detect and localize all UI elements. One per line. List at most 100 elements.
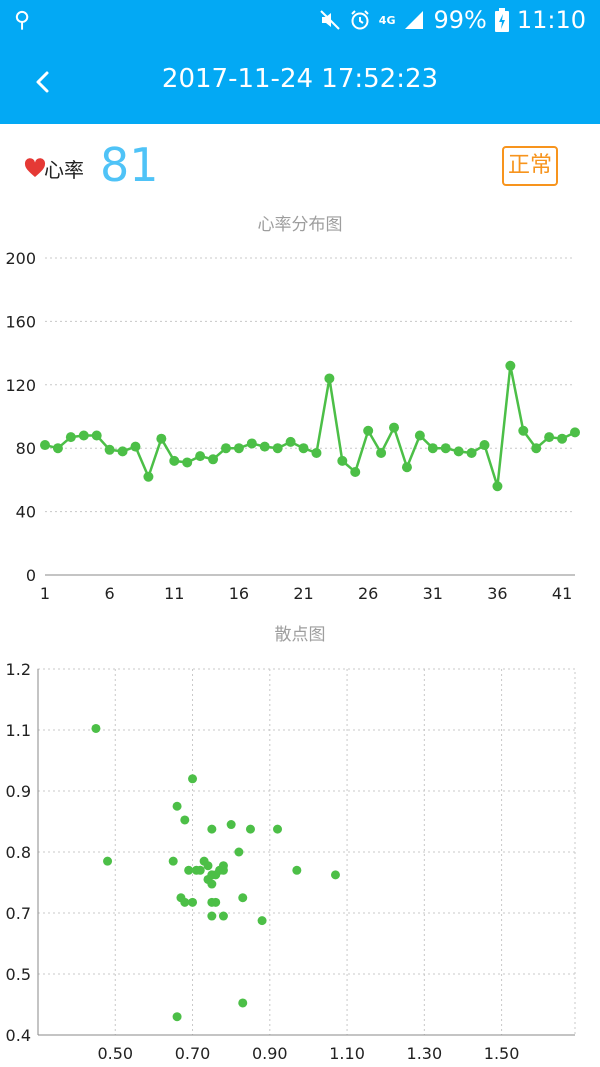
x-tick-label: 36 (487, 584, 507, 603)
back-arrow-icon (36, 71, 49, 93)
data-point (169, 455, 180, 466)
data-point (272, 443, 283, 454)
heart-rate-series-line (44, 364, 576, 488)
scatter-point (234, 847, 244, 857)
data-point (350, 466, 361, 477)
data-point (505, 360, 516, 371)
data-point (453, 446, 464, 457)
network-type: 4G (378, 13, 396, 27)
scatter-point (172, 801, 182, 811)
data-point (440, 443, 451, 454)
x-tick-label: 21 (293, 584, 313, 603)
x-tick-label: 16 (229, 584, 249, 603)
app-bar: 2017-11-24 17:52:23 (0, 42, 600, 124)
x-tick-label: 11 (164, 584, 184, 603)
data-point (324, 373, 335, 384)
data-point (414, 430, 425, 441)
alarm-icon (351, 10, 369, 30)
data-point (233, 443, 244, 454)
x-tick-label: 0.90 (252, 1044, 288, 1063)
data-point (104, 444, 115, 455)
battery-charging-icon (494, 8, 509, 32)
y-tick-label: 160 (5, 312, 36, 331)
status-bar: ⚲ 4G 99% 11:10 (0, 0, 600, 42)
x-tick-label: 1.10 (329, 1044, 365, 1063)
heart-rate-value: 81 (100, 138, 159, 192)
y-tick-label: 40 (16, 503, 36, 522)
data-point (389, 422, 400, 433)
status-icons: 4G 99% 11:10 (319, 6, 586, 34)
data-point (40, 440, 50, 451)
battery-level: 99% (433, 6, 487, 34)
data-point (298, 443, 309, 454)
y-tick-label: 1.1 (6, 721, 31, 740)
x-tick-label: 1.50 (484, 1044, 520, 1063)
scatter-point (257, 916, 267, 926)
scatter-point (238, 998, 248, 1008)
data-point (337, 455, 348, 466)
data-point (182, 457, 193, 468)
scatter-point (195, 865, 205, 875)
data-point (78, 430, 89, 441)
data-point (518, 425, 529, 436)
scatter-point (207, 879, 217, 889)
scatter-point (103, 856, 113, 866)
data-point (259, 441, 270, 452)
data-point (246, 438, 257, 449)
scatter-point (238, 893, 248, 903)
heart-rate-summary: 心率 81 正常 (0, 124, 600, 208)
x-tick-label: 0.70 (175, 1044, 211, 1063)
data-point (376, 447, 387, 458)
x-tick-label: 1.30 (407, 1044, 443, 1063)
status-badge: 正常 (502, 146, 558, 186)
heart-icon (24, 158, 46, 177)
data-point (363, 425, 374, 436)
scatter-point (245, 824, 255, 834)
data-point (220, 443, 231, 454)
scatter-point (188, 897, 198, 907)
scatter-point (168, 856, 178, 866)
x-tick-label: 1 (40, 584, 50, 603)
data-point (143, 471, 154, 482)
data-point (65, 432, 76, 443)
data-point (285, 436, 296, 447)
scatter-point (172, 1012, 182, 1022)
data-point (91, 430, 102, 441)
scatter-point (292, 865, 302, 875)
scatter-point (91, 723, 101, 733)
y-tick-label: 0.9 (6, 782, 31, 801)
data-point (130, 441, 141, 452)
y-tick-label: 0 (26, 566, 36, 585)
usb-icon: ⚲ (14, 8, 31, 33)
data-point (117, 446, 128, 457)
data-point (479, 440, 490, 451)
x-tick-label: 26 (358, 584, 378, 603)
y-tick-label: 80 (16, 439, 36, 458)
scatter-point (218, 911, 228, 921)
y-tick-label: 120 (5, 376, 36, 395)
data-point (570, 427, 580, 438)
data-point (427, 443, 438, 454)
scatter-point (184, 865, 194, 875)
data-point (466, 447, 477, 458)
back-button[interactable] (20, 60, 64, 104)
scatter-point (273, 824, 283, 834)
data-point (544, 432, 555, 443)
y-tick-label: 1.2 (6, 660, 31, 679)
data-point (195, 451, 206, 462)
clock: 11:10 (516, 6, 586, 34)
signal-icon (405, 11, 424, 29)
y-tick-label: 0.8 (6, 843, 31, 862)
data-point (492, 481, 503, 492)
scatter-point (188, 774, 198, 784)
scatter-point (226, 820, 236, 830)
scatter-point (207, 824, 217, 834)
x-tick-label: 6 (105, 584, 115, 603)
scatter-point (203, 861, 213, 871)
line-chart-title: 心率分布图 (257, 215, 343, 235)
scatter-point (330, 870, 340, 880)
y-tick-label: 0.7 (6, 904, 31, 923)
scatter-point (218, 865, 228, 875)
y-tick-label: 0.5 (6, 965, 31, 984)
